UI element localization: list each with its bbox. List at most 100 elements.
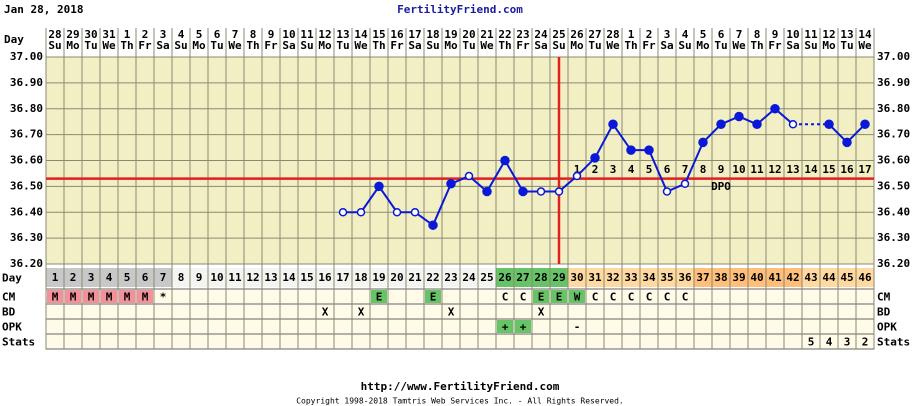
dpo-label: 16 <box>840 163 854 176</box>
x-tick-label: 25 <box>480 271 493 284</box>
weekday-label: Mo <box>570 39 584 52</box>
temperature-point <box>590 153 600 163</box>
y-tick-label-right: 37.00 <box>877 50 910 63</box>
cm-cell <box>425 290 441 303</box>
dpo-label: 14 <box>804 163 818 176</box>
temperature-point <box>734 111 744 122</box>
date-label: 28 <box>606 28 619 41</box>
weekday-label: Fr <box>264 39 278 52</box>
date-label: 6 <box>718 28 725 41</box>
temperature-point <box>680 179 690 189</box>
x-tick-label: 43 <box>804 271 817 284</box>
x-tick-label: 42 <box>786 271 799 284</box>
site-title: FertilityFriend.com <box>397 3 523 16</box>
dpo-title: DPO <box>711 180 731 193</box>
cm-entry: M <box>142 291 149 304</box>
dpo-label: 11 <box>750 163 764 176</box>
temperature-point <box>374 181 384 192</box>
weekday-label: We <box>228 39 242 52</box>
x-tick-label: 14 <box>282 271 296 284</box>
weekday-label: Mo <box>822 39 836 52</box>
weekday-label: Th <box>498 39 511 52</box>
date-label: 30 <box>84 28 97 41</box>
opk-cell <box>497 320 513 333</box>
weekday-label: Fr <box>642 39 656 52</box>
date-label: 1 <box>124 28 131 41</box>
y-tick-label-right: 36.60 <box>877 154 910 167</box>
x-tick-label: 35 <box>660 271 673 284</box>
dpo-label: 5 <box>646 163 653 176</box>
date-label: 29 <box>66 28 79 41</box>
x-tick-label: 34 <box>642 271 656 284</box>
opk-entry: + <box>520 321 527 334</box>
weekday-label: Fr <box>516 39 530 52</box>
date-label: 5 <box>700 28 707 41</box>
stats-entry: 3 <box>844 336 851 349</box>
stats-entry: 4 <box>826 336 833 349</box>
weekday-label: Fr <box>768 39 782 52</box>
x-tick-label: 28 <box>534 271 547 284</box>
y-tick-label-right: 36.50 <box>877 179 910 192</box>
footer-copyright: Copyright 1998-2018 Tamtris Web Services… <box>296 397 624 406</box>
dpo-label: 13 <box>786 163 799 176</box>
x-tick-label: 20 <box>390 271 403 284</box>
cm-cell <box>533 290 549 303</box>
temperature-point <box>572 171 582 181</box>
weekday-label: Tu <box>462 39 475 52</box>
row-label: CM <box>2 291 16 304</box>
weekday-label: Tu <box>210 39 223 52</box>
weekday-label: Su <box>426 39 439 52</box>
cm-cell <box>569 290 585 303</box>
date-label: 22 <box>498 28 511 41</box>
date-label: 26 <box>570 28 584 41</box>
date-label: 8 <box>250 28 257 41</box>
weekday-label: We <box>354 39 368 52</box>
x-tick-label: 41 <box>768 271 782 284</box>
y-tick-label-right: 36.30 <box>877 231 910 244</box>
cm-entry: C <box>520 291 527 304</box>
dpo-label: 9 <box>718 163 725 176</box>
date-label: 13 <box>840 28 853 41</box>
weekday-label: Tu <box>84 39 97 52</box>
date-label: 7 <box>736 28 743 41</box>
temperature-point <box>788 120 798 129</box>
weekday-label: We <box>732 39 746 52</box>
x-tick-label: 11 <box>228 271 242 284</box>
temperature-point <box>698 137 708 148</box>
x-tick-label: 38 <box>714 271 727 284</box>
day-phase <box>568 268 694 287</box>
cm-cell <box>83 290 99 303</box>
row-label-right: OPK <box>877 321 897 334</box>
date-label: 11 <box>804 28 818 41</box>
cm-entry: W <box>574 291 581 304</box>
date-label: 14 <box>858 28 872 41</box>
day-phase <box>46 268 172 287</box>
x-tick-label: 9 <box>196 271 203 284</box>
date-label: 23 <box>516 28 529 41</box>
date-label: 19 <box>444 28 457 41</box>
chart-date: Jan 28, 2018 <box>4 3 83 16</box>
dpo-label: 10 <box>732 163 745 176</box>
weekday-label: Su <box>804 39 817 52</box>
y-tick-label: 36.60 <box>10 154 43 167</box>
x-tick-label: 4 <box>106 271 113 284</box>
temperature-point <box>716 119 726 130</box>
weekday-label: Th <box>372 39 385 52</box>
temperature-point <box>392 208 402 217</box>
temperature-point <box>770 104 780 114</box>
date-header: Day <box>4 33 24 46</box>
date-label: 27 <box>588 28 601 41</box>
x-tick-label: 17 <box>336 271 349 284</box>
x-tick-label: 2 <box>70 271 77 284</box>
x-tick-label: 22 <box>426 271 439 284</box>
date-label: 3 <box>160 28 167 41</box>
x-tick-label: 5 <box>124 271 131 284</box>
x-tick-label: 24 <box>462 271 476 284</box>
x-tick-label: 12 <box>246 271 259 284</box>
date-label: 17 <box>408 28 421 41</box>
x-tick-label: 3 <box>88 271 95 284</box>
cm-entry: C <box>664 291 671 304</box>
weekday-label: Th <box>120 39 133 52</box>
x-tick-label: 30 <box>570 271 583 284</box>
dpo-label: 1 <box>574 163 581 176</box>
